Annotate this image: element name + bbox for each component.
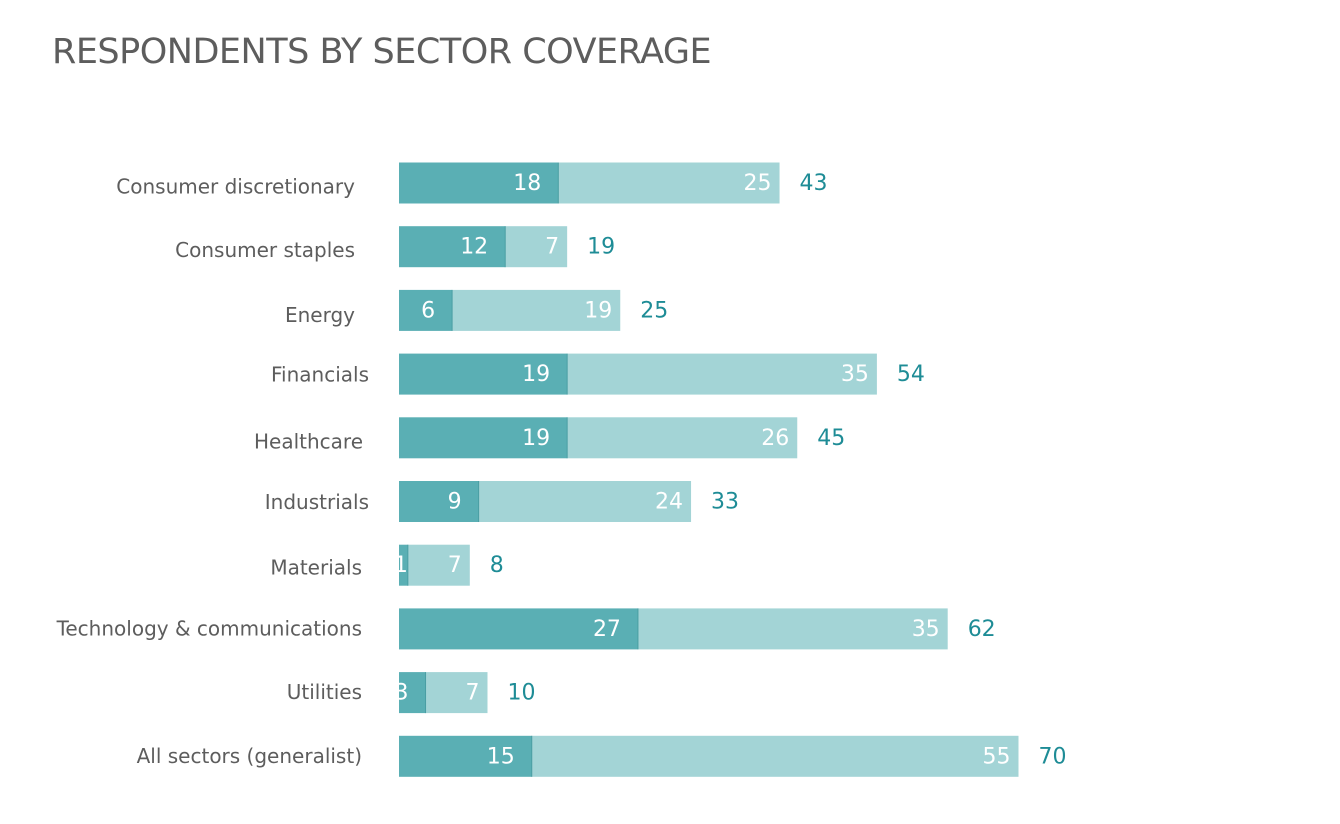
total-value-label: 70 (1039, 744, 1067, 769)
category-label: Consumer staples (175, 238, 355, 262)
category-label: Industrials (265, 490, 369, 514)
segment-1-value-label: 9 (448, 490, 462, 515)
total-value-label: 25 (640, 298, 668, 323)
total-value-label: 45 (817, 426, 845, 451)
bar-segment-2 (567, 353, 877, 395)
bar-segment-1 (399, 417, 568, 459)
bar-row: Utilities 3 7 10 (287, 672, 536, 714)
bar-segment-1 (399, 162, 559, 204)
segment-2-value-label: 25 (744, 171, 772, 196)
bar-segment-2 (558, 162, 780, 204)
bar-segment-2 (505, 226, 568, 268)
bar-segment-1 (399, 481, 479, 522)
segment-2-value-label: 26 (761, 426, 789, 451)
total-value-label: 8 (490, 553, 504, 578)
total-value-label: 33 (711, 490, 739, 515)
bar-segment-2 (531, 735, 1019, 777)
bar-row: All sectors (generalist) 15 55 70 (137, 735, 1067, 777)
bar-segment-1 (399, 289, 453, 331)
bar-segment-1 (399, 544, 408, 586)
category-label: Materials (270, 556, 362, 580)
segment-1-value-label: 6 (421, 298, 435, 323)
bar-row: Technology & communications 27 35 62 (56, 608, 996, 650)
segment-1-value-label: 12 (460, 235, 488, 260)
category-label: Healthcare (254, 429, 363, 453)
segment-2-value-label: 35 (841, 362, 869, 387)
bar-row: Consumer discretionary 18 25 43 (116, 162, 828, 204)
segment-1-value-label: 18 (513, 171, 541, 196)
total-value-label: 62 (968, 617, 996, 642)
bar-segment-1 (399, 735, 532, 777)
total-value-label: 54 (897, 362, 925, 387)
category-label: Financials (271, 363, 369, 387)
segment-2-value-label: 55 (983, 744, 1011, 769)
total-value-label: 19 (587, 235, 615, 260)
bar-row: Materials 1 7 8 (270, 544, 504, 586)
bar-row: Financials 19 35 54 (271, 353, 925, 395)
bar-segment-2 (407, 544, 470, 586)
category-label: Consumer discretionary (116, 175, 355, 199)
total-value-label: 43 (800, 171, 828, 196)
bar-segment-1 (399, 672, 426, 714)
bar-segment-1 (399, 353, 568, 395)
segment-2-value-label: 7 (448, 553, 462, 578)
segment-1-value-label: 19 (522, 426, 550, 451)
bar-segment-1 (399, 608, 638, 650)
segment-1-value-label: 27 (593, 617, 621, 642)
category-label: Technology & communications (56, 616, 362, 640)
segment-2-value-label: 7 (545, 235, 559, 260)
segment-1-value-label: 19 (522, 362, 550, 387)
bar-segment-1 (399, 226, 506, 268)
bar-segment-2 (478, 481, 692, 522)
category-label: All sectors (generalist) (137, 744, 362, 768)
chart-title: RESPONDENTS BY SECTOR COVERAGE (52, 32, 712, 72)
segment-1-value-label: 3 (395, 681, 409, 706)
bar-row: Healthcare 19 26 45 (254, 417, 845, 459)
category-label: Utilities (287, 680, 362, 704)
bar-segment-2 (567, 417, 798, 459)
segment-1-value-label: 1 (394, 553, 408, 578)
segment-1-value-label: 15 (487, 744, 515, 769)
bar-segment-2 (452, 289, 621, 331)
bar-row: Energy 6 19 25 (285, 289, 668, 331)
bar-row: Industrials 9 24 33 (265, 481, 739, 522)
segment-2-value-label: 19 (584, 298, 612, 323)
segment-2-value-label: 35 (912, 617, 940, 642)
bar-segment-2 (425, 672, 488, 714)
bar-segment-2 (637, 608, 948, 650)
category-label: Energy (285, 303, 355, 327)
bar-row: Consumer staples 12 7 19 (175, 226, 615, 268)
total-value-label: 10 (508, 681, 536, 706)
segment-2-value-label: 24 (655, 490, 683, 515)
segment-2-value-label: 7 (466, 681, 480, 706)
